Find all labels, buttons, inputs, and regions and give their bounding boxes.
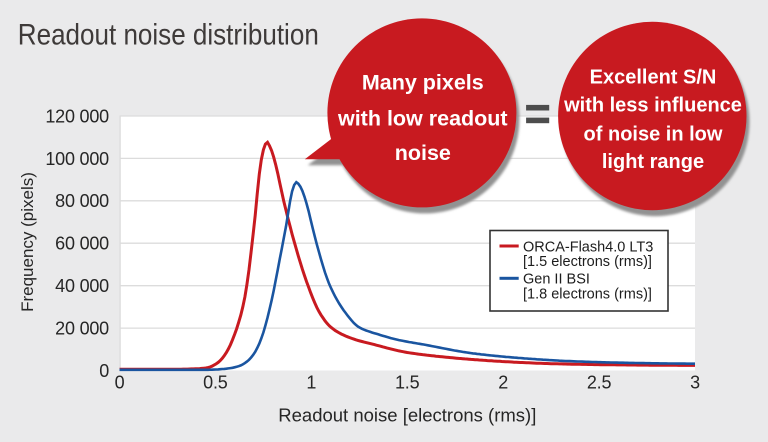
svg-text:Readout noise distribution: Readout noise distribution — [18, 18, 319, 51]
svg-text:Many pixels: Many pixels — [362, 70, 484, 94]
svg-text:20 000: 20 000 — [55, 319, 109, 339]
svg-text:of noise in low: of noise in low — [584, 123, 723, 145]
svg-text:60 000: 60 000 — [55, 234, 109, 254]
svg-text:light range: light range — [602, 151, 704, 173]
svg-text:Excellent S/N: Excellent S/N — [590, 67, 717, 89]
svg-text:noise: noise — [395, 141, 451, 165]
svg-text:1: 1 — [306, 372, 316, 392]
svg-text:ORCA-Flash4.0 LT3: ORCA-Flash4.0 LT3 — [523, 239, 653, 255]
svg-text:0: 0 — [115, 372, 125, 392]
svg-text:with low readout: with low readout — [337, 106, 508, 130]
svg-text:40 000: 40 000 — [55, 276, 109, 296]
svg-text:[1.8 electrons (rms)]: [1.8 electrons (rms)] — [523, 287, 652, 303]
svg-text:0.5: 0.5 — [203, 372, 228, 392]
svg-text:3: 3 — [690, 372, 700, 392]
svg-text:with less influence: with less influence — [563, 95, 742, 117]
svg-text:2.5: 2.5 — [587, 372, 612, 392]
svg-text:Frequency (pixels): Frequency (pixels) — [18, 172, 37, 312]
svg-text:1.5: 1.5 — [395, 372, 420, 392]
svg-text:0: 0 — [99, 361, 109, 381]
svg-text:Gen II BSI: Gen II BSI — [523, 272, 590, 288]
svg-text:[1.5 electrons (rms)]: [1.5 electrons (rms)] — [523, 254, 652, 270]
svg-text:120 000: 120 000 — [45, 106, 109, 126]
svg-text:100 000: 100 000 — [45, 149, 109, 169]
svg-text:Readout noise [electrons (rms): Readout noise [electrons (rms)] — [278, 404, 536, 425]
svg-text:2: 2 — [498, 372, 508, 392]
svg-text:80 000: 80 000 — [55, 191, 109, 211]
